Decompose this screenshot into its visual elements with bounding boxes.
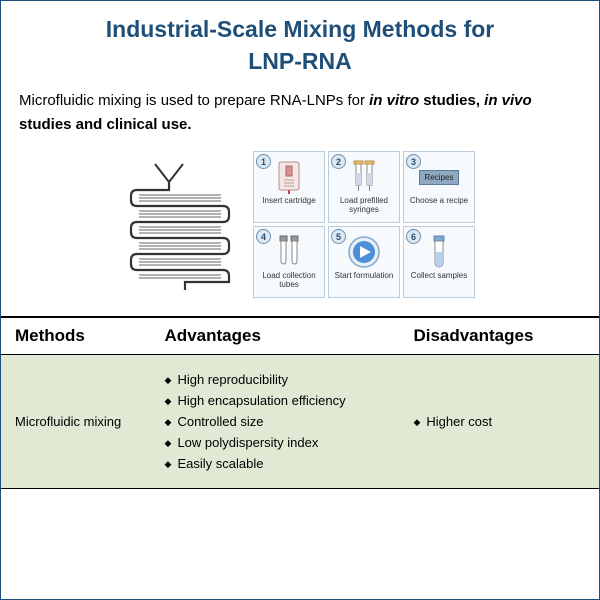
step-label: Choose a recipe: [410, 197, 468, 206]
subtitle-italic1: in vitro: [369, 92, 419, 109]
advantage-item: Controlled size: [165, 411, 386, 432]
title-line1: Industrial-Scale Mixing Methods for: [106, 16, 494, 42]
header-methods: Methods: [1, 317, 151, 355]
step-2: 2 Load prefilled syringes: [328, 151, 400, 223]
steps-grid: 1 Insert cartridge 2: [253, 151, 475, 298]
table-header-row: Methods Advantages Disadvantages: [1, 317, 599, 355]
advantage-item: Low polydispersity index: [165, 432, 386, 453]
comparison-table: Methods Advantages Disadvantages Microfl…: [1, 316, 599, 489]
step-label: Load prefilled syringes: [331, 197, 397, 215]
advantage-item: High reproducibility: [165, 369, 386, 390]
subtitle-mid2: studies and clinical use.: [19, 116, 192, 133]
subtitle-italic2: in vivo: [484, 92, 532, 109]
header-advantages: Advantages: [151, 317, 400, 355]
title-line2: LNP-RNA: [248, 48, 352, 74]
page-title: Industrial-Scale Mixing Methods for LNP-…: [1, 1, 599, 81]
subtitle-text: Microfluidic mixing is used to prepare R…: [1, 81, 599, 147]
cell-advantages: High reproducibility High encapsulation …: [151, 355, 400, 489]
advantage-item: Easily scalable: [165, 453, 386, 474]
step-label: Insert cartridge: [262, 197, 315, 206]
step-1: 1 Insert cartridge: [253, 151, 325, 223]
subtitle-mid1: studies,: [419, 92, 484, 109]
diagram-row: 1 Insert cartridge 2: [1, 147, 599, 310]
advantage-item: High encapsulation efficiency: [165, 390, 386, 411]
cell-method: Microfluidic mixing: [1, 355, 151, 489]
step-4: 4 Load collection tubes: [253, 226, 325, 298]
step-label: Start formulation: [335, 272, 394, 281]
header-disadvantages: Disadvantages: [399, 317, 599, 355]
step-3: 3 Recipes Choose a recipe: [403, 151, 475, 223]
step-6: 6 Collect samples: [403, 226, 475, 298]
disadvantage-item: Higher cost: [413, 411, 585, 432]
step-label: Load collection tubes: [256, 272, 322, 290]
table-row: Microfluidic mixing High reproducibility…: [1, 355, 599, 489]
step-label: Collect samples: [411, 272, 467, 281]
recipes-box-label: Recipes: [419, 170, 460, 185]
cell-disadvantages: Higher cost: [399, 355, 599, 489]
serpentine-channel-icon: [125, 160, 235, 290]
subtitle-prefix: Microfluidic mixing is used to prepare R…: [19, 92, 369, 109]
step-5: 5 Start formulation: [328, 226, 400, 298]
